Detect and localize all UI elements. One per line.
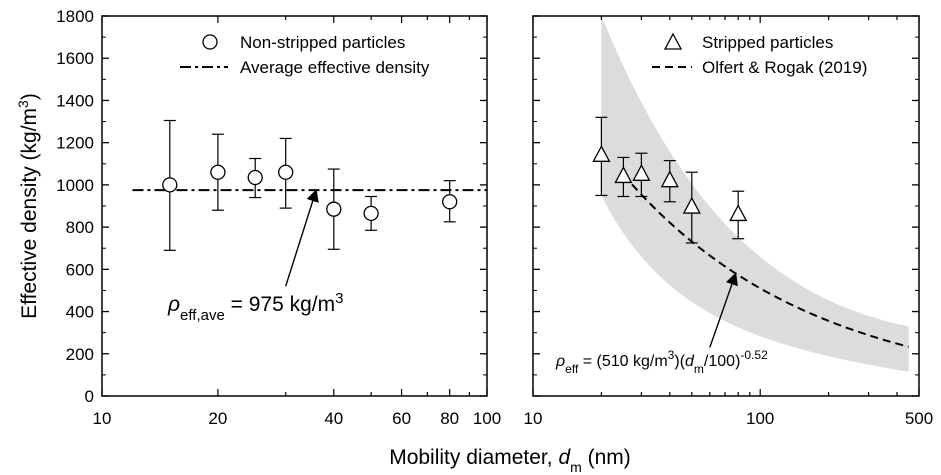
x-tick-label: 500 [905, 409, 933, 428]
x-tick-label: 10 [93, 409, 112, 428]
y-tick-label: 1200 [56, 134, 94, 153]
x-tick-label: 40 [324, 409, 343, 428]
legend-label-average: Average effective density [240, 58, 430, 77]
non-stripped-point [162, 177, 178, 193]
right-anno-symbol: ρ [555, 353, 565, 370]
stripped-point [729, 204, 748, 222]
y-axis-label-main: Effective density (kg/m [18, 108, 41, 319]
x-axis-label-var: d [558, 446, 571, 469]
x-axis-label-main: Mobility diameter, [389, 446, 558, 469]
left-data-marks [132, 119, 487, 251]
right-anno-var: d [685, 353, 695, 370]
y-tick-label: 0 [85, 387, 94, 406]
left-anno-sup: 3 [335, 290, 343, 307]
legend-label-olfert-rogak: Olfert & Rogak (2019) [702, 58, 867, 77]
right-legend: Stripped particles Olfert & Rogak (2019) [652, 32, 867, 77]
x-tick-label: 10 [524, 409, 543, 428]
x-tick-label: 80 [440, 409, 459, 428]
x-tick-label: 20 [208, 409, 227, 428]
y-ticks: 0 200 400 600 800 1000 1200 1400 1600 1800 [56, 7, 919, 406]
y-tick-label: 1000 [56, 176, 94, 195]
right-x-ticks: 10 100 500 [524, 16, 933, 428]
right-annotation: ρeff = (510 kg/m3)(dm/100)-0.52 [555, 348, 768, 376]
x-tick-label: 100 [473, 409, 501, 428]
y-tick-label: 200 [66, 345, 94, 364]
y-tick-label: 1400 [56, 91, 94, 110]
y-axis-label: Effective density (kg/m3) [15, 93, 41, 319]
y-tick-label: 1600 [56, 49, 94, 68]
left-annotation: ρeff,ave = 975 kg/m3 [167, 290, 343, 324]
right-anno-var-sub: m [694, 362, 704, 376]
right-anno-sup: 3 [668, 348, 675, 362]
legend-label-non-stripped: Non-stripped particles [240, 33, 405, 52]
x-tick-label: 100 [746, 409, 774, 428]
y-axis-label-close: ) [18, 93, 41, 100]
model-uncertainty-band [601, 16, 909, 372]
left-annotation-arrow [285, 188, 319, 287]
x-axis-label-unit: (nm) [582, 446, 631, 469]
x-axis-label-sub: m [570, 459, 582, 475]
y-tick-label: 600 [66, 260, 94, 279]
legend-triangle-marker [663, 32, 683, 50]
legend-label-stripped: Stripped particles [702, 33, 833, 52]
stripped-point [592, 144, 611, 162]
non-stripped-point [278, 164, 294, 180]
non-stripped-point [442, 194, 458, 210]
right-anno-sub: eff [565, 362, 579, 376]
y-tick-label: 1800 [56, 7, 94, 26]
non-stripped-point [210, 164, 226, 180]
stripped-point [614, 166, 633, 184]
non-stripped-point [363, 205, 379, 222]
y-tick-label: 400 [66, 303, 94, 322]
left-anno-sub: eff,ave [180, 307, 225, 324]
right-anno-mid: )( [674, 353, 685, 370]
right-data-marks [592, 116, 909, 348]
left-anno-text: = 975 kg/m [225, 293, 335, 316]
right-anno-text: = (510 kg/m [578, 353, 667, 370]
non-stripped-point [326, 201, 342, 217]
left-x-ticks: 10 20 40 60 80 100 [93, 16, 501, 428]
right-anno-tail: /100) [704, 353, 740, 370]
stripped-point [632, 163, 651, 181]
y-axis-label-sup: 3 [15, 100, 31, 108]
right-anno-exp: -0.52 [740, 348, 768, 362]
non-stripped-point [247, 169, 263, 186]
stripped-point [682, 196, 701, 214]
stripped-point [660, 170, 679, 188]
x-tick-label: 60 [392, 409, 411, 428]
left-legend: Non-stripped particles Average effective… [180, 33, 430, 77]
y-tick-label: 800 [66, 218, 94, 237]
legend-circle-marker [202, 34, 218, 50]
x-axis-label: Mobility diameter, dm (nm) [389, 446, 631, 475]
right-annotation-arrow [709, 272, 738, 348]
left-anno-symbol: ρ [167, 293, 180, 316]
olfert-rogak-curve [622, 173, 909, 348]
